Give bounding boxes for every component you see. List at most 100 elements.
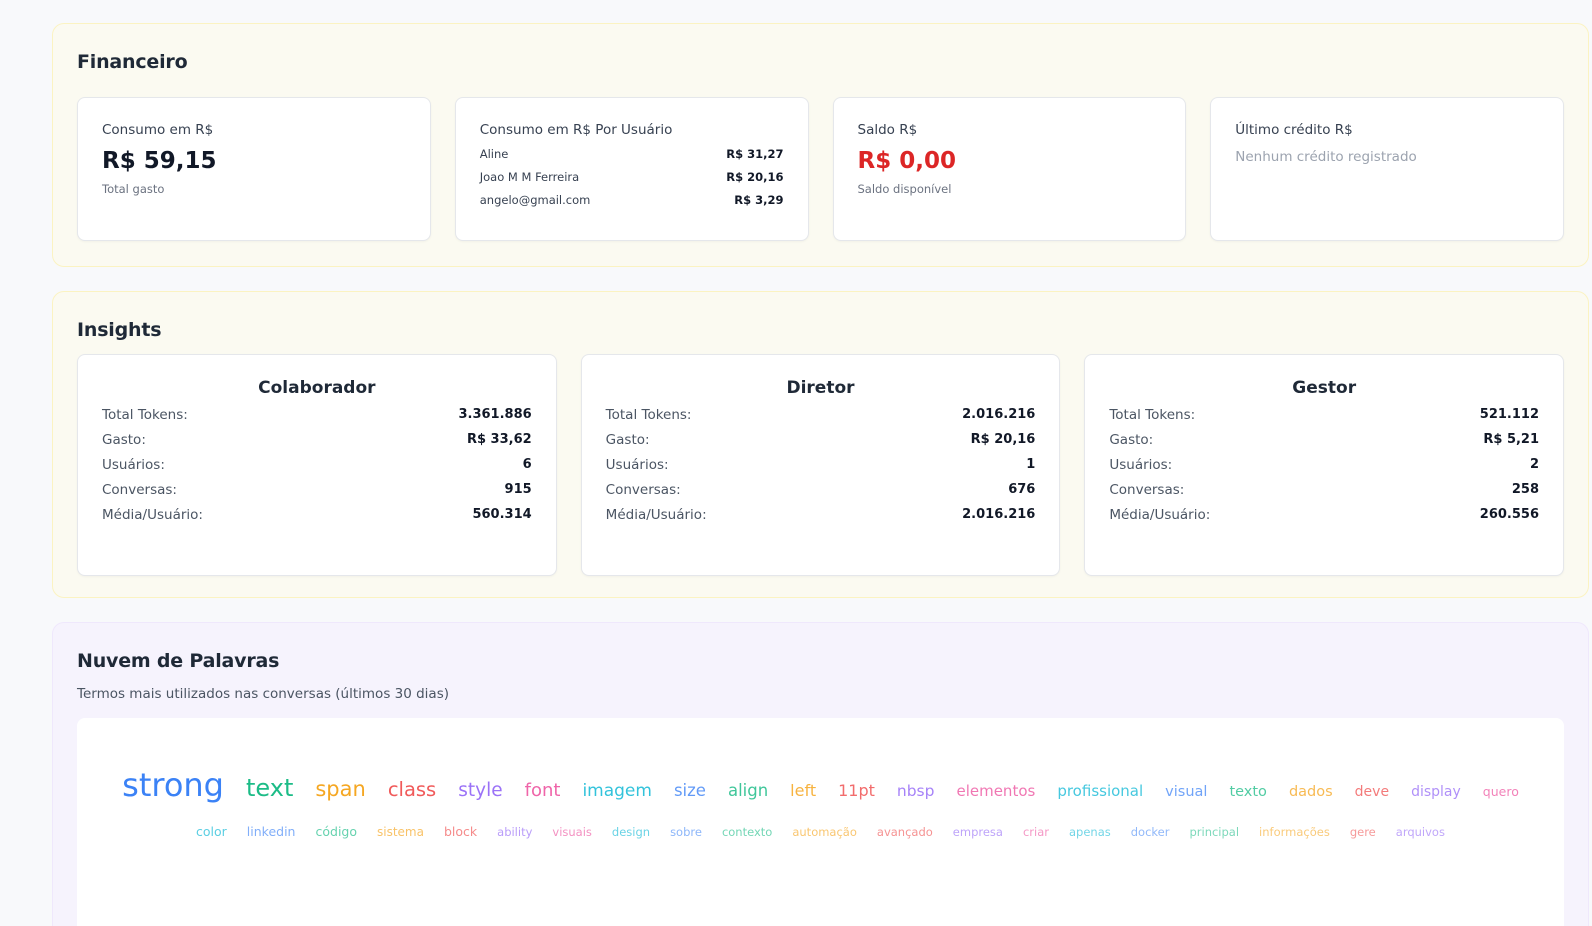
row-label: Média/Usuário: (605, 507, 707, 523)
word-cloud-term[interactable]: empresa (952, 825, 1003, 839)
insight-row-usuarios: Usuários: 6 (102, 457, 532, 473)
insights-section: Insights Colaborador Total Tokens: 3.361.… (52, 291, 1589, 598)
word-cloud-term[interactable]: style (458, 780, 503, 801)
consumo-card: Consumo em R$ R$ 59,15 Total gasto (77, 97, 431, 241)
word-cloud-term[interactable]: span (315, 777, 366, 801)
word-cloud-term[interactable]: avançado (876, 825, 933, 839)
word-cloud-term[interactable]: text (245, 774, 294, 802)
financeiro-cards: Consumo em R$ R$ 59,15 Total gasto Consu… (77, 97, 1564, 241)
saldo-title: Saldo R$ (857, 122, 918, 138)
row-value: 2.016.216 (962, 407, 1036, 422)
word-cloud-term[interactable]: visuais (552, 825, 592, 839)
insight-row-gasto: Gasto: R$ 33,62 (102, 432, 532, 448)
row-value: 521.112 (1479, 407, 1540, 422)
word-cloud-term[interactable]: strong (122, 766, 224, 804)
word-cloud-term[interactable]: left (790, 781, 817, 800)
insight-row-conversas: Conversas: 915 (102, 482, 532, 498)
row-value: 915 (504, 482, 532, 497)
word-cloud-term[interactable]: criar (1022, 825, 1049, 839)
insights-title: Insights (77, 319, 162, 341)
word-cloud-term[interactable]: visual (1165, 784, 1208, 800)
word-cloud-term[interactable]: apenas (1069, 825, 1111, 839)
ultimo-credito-card: Último crédito R$ Nenhum crédito registr… (1210, 97, 1564, 241)
ultimo-credito-title: Último crédito R$ (1235, 122, 1353, 138)
word-cloud-term[interactable]: arquivos (1395, 825, 1445, 839)
word-cloud-term[interactable]: sistema (377, 825, 424, 839)
row-label: Usuários: (102, 457, 165, 473)
word-cloud-term[interactable]: automação (792, 825, 857, 839)
user-name: Aline (479, 147, 509, 161)
row-value: 260.556 (1479, 507, 1540, 522)
row-value: 2 (1529, 457, 1540, 472)
word-cloud-term[interactable]: elementos (956, 782, 1036, 800)
word-cloud-term[interactable]: block (443, 824, 478, 839)
row-value: R$ 20,16 (970, 432, 1036, 447)
insight-row-conversas: Conversas: 676 (606, 482, 1036, 498)
word-cloud-term[interactable]: docker (1130, 825, 1170, 839)
insight-card-title: Diretor (786, 378, 855, 398)
word-cloud-line-1: strong text span class style font imagem size al… (117, 766, 1524, 804)
insight-row-tokens: Total Tokens: 3.361.886 (102, 407, 532, 423)
user-consumo-row: angelo@gmail.com R$ 3,29 (480, 193, 784, 207)
word-cloud-term[interactable]: profissional (1057, 782, 1144, 800)
word-cloud-term[interactable]: 11pt (838, 781, 875, 800)
word-cloud-term[interactable]: font (524, 780, 561, 801)
word-cloud-term[interactable]: gere (1349, 825, 1376, 839)
word-cloud-term[interactable]: código (315, 824, 357, 839)
user-consumo-row: Aline R$ 31,27 (480, 147, 784, 161)
word-cloud-title: Nuvem de Palavras (77, 650, 280, 672)
word-cloud-term[interactable]: display (1411, 784, 1461, 800)
word-cloud-term[interactable]: quero (1482, 784, 1519, 799)
row-value: 3.361.886 (458, 407, 532, 422)
word-cloud-term[interactable]: imagem (582, 781, 652, 801)
user-consumo-row: Joao M M Ferreira R$ 20,16 (480, 170, 784, 184)
word-cloud-term[interactable]: principal (1189, 825, 1240, 839)
word-cloud-term[interactable]: contexto (721, 825, 773, 839)
insight-row-usuarios: Usuários: 2 (1109, 457, 1539, 473)
word-cloud-term[interactable]: class (387, 778, 437, 801)
word-cloud-term[interactable]: design (611, 825, 651, 839)
consumo-por-usuario-card: Consumo em R$ Por Usuário Aline R$ 31,27… (454, 97, 809, 241)
financeiro-title: Financeiro (77, 51, 188, 73)
word-cloud-term[interactable]: texto (1229, 784, 1267, 800)
insight-row-conversas: Conversas: 258 (1109, 482, 1539, 498)
word-cloud-term[interactable]: informações (1259, 825, 1330, 839)
row-label: Média/Usuário: (102, 507, 203, 523)
user-value: R$ 31,27 (726, 147, 784, 161)
user-name: angelo@gmail.com (479, 193, 591, 207)
word-cloud-term[interactable]: color (196, 824, 227, 839)
financeiro-section: Financeiro Consumo em R$ R$ 59,15 Total … (52, 23, 1589, 267)
row-label: Média/Usuário: (1109, 507, 1211, 523)
row-label: Total Tokens: (1109, 407, 1196, 423)
insight-row-media: Média/Usuário: 2.016.216 (606, 507, 1036, 523)
insight-row-gasto: Gasto: R$ 20,16 (606, 432, 1036, 448)
insight-card-colaborador: Colaborador Total Tokens: 3.361.886 Gasto… (77, 354, 557, 576)
row-value: 1 (1026, 457, 1036, 472)
row-value: 6 (522, 457, 532, 472)
word-cloud-term[interactable]: size (673, 781, 706, 800)
saldo-note: Saldo disponível (857, 182, 952, 196)
insight-card-gestor: Gestor Total Tokens: 521.112 Gasto: R$ 5,2… (1084, 354, 1565, 576)
consumo-value: R$ 59,15 (102, 148, 217, 174)
saldo-card: Saldo R$ R$ 0,00 Saldo disponível (832, 97, 1187, 241)
row-label: Conversas: (1109, 482, 1185, 498)
word-cloud-line-2: color linkedin código sistema block ability vi… (117, 824, 1524, 839)
word-cloud-term[interactable]: deve (1354, 784, 1390, 800)
row-label: Total Tokens: (605, 407, 692, 423)
word-cloud-term[interactable]: ability (497, 825, 533, 839)
insight-row-usuarios: Usuários: 1 (606, 457, 1036, 473)
row-label: Gasto: (605, 432, 650, 448)
word-cloud-term[interactable]: nbsp (896, 782, 935, 800)
row-value: 258 (1511, 482, 1540, 497)
row-value: 676 (1008, 482, 1036, 497)
word-cloud-term[interactable]: dados (1288, 784, 1333, 800)
saldo-value: R$ 0,00 (857, 148, 956, 174)
row-value: 2.016.216 (962, 507, 1036, 522)
insight-row-gasto: Gasto: R$ 5,21 (1109, 432, 1539, 448)
word-cloud-canvas: strong text span class style font imagem size al… (77, 718, 1564, 926)
insight-row-tokens: Total Tokens: 2.016.216 (606, 407, 1036, 423)
word-cloud-section: Nuvem de Palavras Termos mais utilizados… (52, 622, 1589, 926)
word-cloud-term[interactable]: linkedin (246, 824, 296, 839)
word-cloud-term[interactable]: align (727, 781, 769, 800)
word-cloud-term[interactable]: sobre (670, 825, 702, 839)
